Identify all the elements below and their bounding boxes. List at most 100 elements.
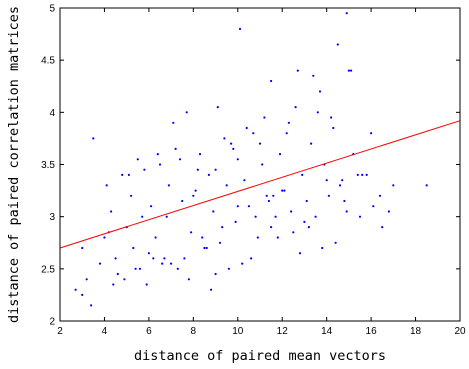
data-point — [330, 116, 333, 119]
data-point — [232, 147, 235, 150]
data-point — [218, 241, 222, 244]
data-point — [127, 173, 130, 176]
data-point — [270, 79, 273, 83]
data-point — [265, 194, 268, 197]
data-point — [225, 184, 228, 187]
data-point — [178, 158, 182, 161]
data-point — [167, 184, 170, 187]
data-point — [138, 267, 142, 270]
data-point — [205, 246, 208, 250]
data-point — [170, 262, 173, 265]
data-point — [345, 12, 348, 15]
data-point — [314, 215, 317, 218]
data-point — [105, 184, 108, 187]
data-point — [123, 278, 126, 281]
x-tick-label: 2 — [57, 326, 63, 337]
data-point — [245, 126, 248, 130]
x-axis-label: distance of paired mean vectors — [134, 348, 386, 364]
data-point — [130, 194, 133, 197]
data-point — [296, 69, 299, 72]
data-point — [310, 142, 313, 145]
data-point — [303, 220, 306, 223]
data-point — [92, 137, 95, 140]
data-point — [112, 283, 115, 286]
data-point — [74, 288, 77, 291]
data-point — [214, 168, 217, 171]
y-tick-label: 2.5 — [41, 264, 55, 275]
data-point — [172, 121, 175, 124]
data-point — [81, 246, 84, 250]
data-point — [165, 215, 168, 218]
y-axis-ticks: 2 2.5 3 3.5 4 4.5 5 — [41, 4, 460, 328]
data-point — [252, 132, 255, 135]
data-point — [287, 121, 290, 124]
x-axis-ticks: 2 4 6 8 10 12 14 16 18 20 — [57, 8, 466, 337]
data-point — [161, 262, 164, 265]
x-tick-label: 6 — [146, 326, 152, 337]
data-point — [210, 288, 213, 291]
data-point — [194, 189, 197, 192]
data-point — [292, 231, 295, 234]
y-tick-label: 4.5 — [41, 56, 55, 67]
data-point — [334, 241, 337, 244]
data-point — [321, 246, 324, 250]
data-point — [243, 179, 246, 182]
data-point — [285, 132, 288, 135]
data-point — [116, 272, 119, 276]
data-point — [372, 205, 375, 208]
data-point — [347, 69, 350, 72]
data-point — [281, 189, 284, 192]
data-point — [221, 226, 224, 229]
data-point — [370, 132, 373, 135]
data-point — [341, 179, 344, 182]
data-point — [163, 257, 166, 260]
data-point — [203, 246, 206, 250]
data-point — [250, 257, 253, 260]
data-point — [378, 194, 382, 197]
data-point — [147, 252, 150, 255]
data-point — [103, 236, 106, 239]
data-point — [276, 236, 279, 239]
data-point — [350, 69, 353, 72]
y-tick-label: 2 — [49, 317, 55, 328]
data-point — [278, 153, 282, 156]
data-point — [387, 210, 390, 213]
data-point — [201, 236, 204, 239]
data-point — [356, 173, 359, 176]
data-point — [181, 199, 184, 203]
data-point — [236, 205, 239, 208]
data-point — [98, 262, 102, 265]
data-point — [254, 215, 257, 218]
y-tick-label: 5 — [49, 4, 55, 15]
data-point — [283, 189, 286, 192]
data-point — [174, 147, 177, 150]
data-point — [270, 226, 273, 229]
data-point — [338, 184, 342, 187]
x-tick-label: 18 — [410, 326, 422, 337]
data-point — [192, 194, 195, 197]
data-point — [141, 215, 144, 218]
data-point — [274, 215, 277, 218]
x-tick-label: 16 — [366, 326, 378, 337]
data-point — [234, 220, 237, 223]
data-point — [392, 184, 395, 187]
data-point — [185, 111, 188, 114]
data-point — [343, 199, 346, 203]
x-tick-label: 14 — [321, 326, 333, 337]
data-point — [176, 267, 179, 270]
data-point — [212, 210, 215, 213]
x-tick-label: 4 — [102, 326, 108, 337]
data-point — [214, 272, 217, 276]
data-point — [361, 173, 364, 176]
data-point — [114, 257, 117, 260]
data-point — [365, 173, 368, 176]
data-point — [272, 194, 275, 197]
data-point — [236, 158, 239, 161]
data-point — [316, 111, 319, 114]
data-point — [327, 194, 330, 197]
data-point — [230, 142, 233, 145]
data-point — [132, 246, 135, 250]
data-point — [325, 179, 328, 182]
